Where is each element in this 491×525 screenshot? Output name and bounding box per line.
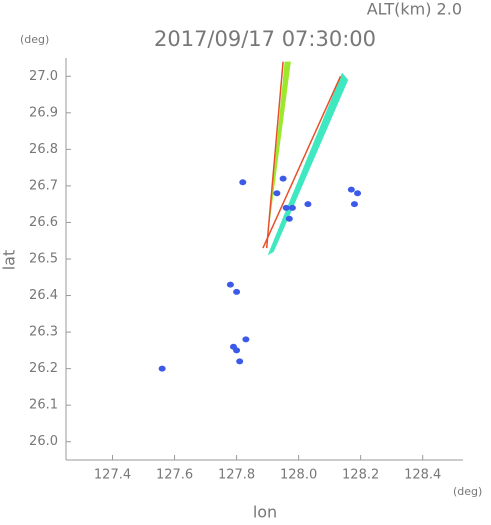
chart-title: 2017/09/17 07:30:00 (154, 27, 376, 51)
echo-point (242, 336, 250, 343)
echo-point (233, 288, 241, 295)
echo-point (158, 365, 166, 372)
y-axis-label: lat (0, 250, 19, 271)
y-tick-label: 26.0 (29, 434, 58, 449)
x-tick-label: 127.6 (156, 468, 193, 483)
echo-point (347, 186, 355, 193)
x-tick-label: 128.4 (404, 468, 441, 483)
echo-point (236, 358, 244, 365)
echo-edge (262, 75, 342, 249)
y-tick-label: 26.1 (29, 398, 58, 413)
echo-point (282, 204, 290, 211)
echo-edge (265, 61, 284, 249)
x-tick-label: 128.2 (342, 468, 379, 483)
echo-point (354, 190, 362, 197)
x-unit: (deg) (453, 485, 482, 498)
y-tick-label: 26.5 (29, 252, 58, 267)
echo-point (279, 175, 287, 182)
y-tick-label: 26.2 (29, 361, 58, 376)
y-tick-label: 26.4 (29, 288, 58, 303)
echo-point (288, 204, 296, 211)
x-tick-label: 127.4 (94, 468, 131, 483)
x-axis-label: lon (253, 503, 277, 522)
x-tick-label: 128.0 (280, 468, 317, 483)
echo-point (350, 201, 358, 208)
echo-point (273, 190, 281, 197)
echo-point (304, 201, 312, 208)
y-tick-label: 26.3 (29, 325, 58, 340)
echo-point (229, 343, 237, 350)
y-tick-label: 27.0 (29, 69, 58, 84)
y-tick-label: 26.8 (29, 142, 58, 157)
echo-point (285, 215, 293, 222)
echo-point (239, 179, 247, 186)
echo-point (226, 281, 234, 288)
x-tick-label: 127.8 (218, 468, 255, 483)
subtitle: ALT(km) 2.0 (367, 0, 462, 19)
y-tick-label: 26.9 (29, 105, 58, 120)
y-tick-label: 26.6 (29, 215, 58, 230)
y-unit: (deg) (20, 33, 49, 46)
y-tick-label: 26.7 (29, 178, 58, 193)
